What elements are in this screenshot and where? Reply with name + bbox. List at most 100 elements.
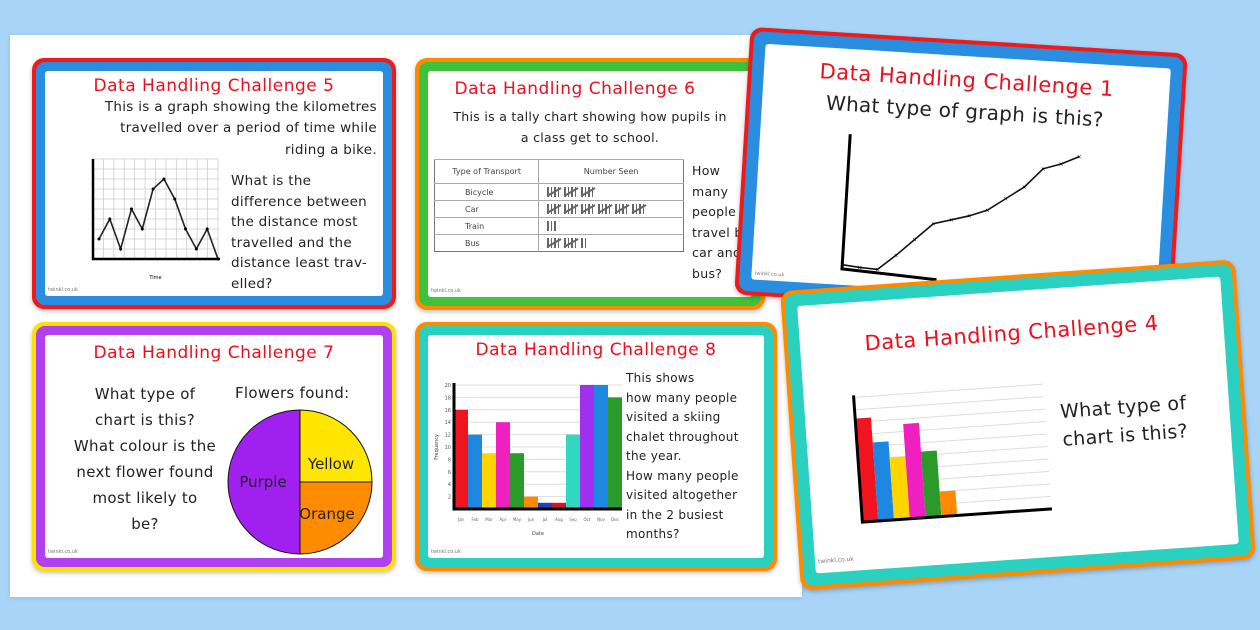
question-text: This shows how many people visited a ski… [626,369,739,545]
tally-group [580,204,596,214]
x-tick-label: Sep [569,517,577,522]
table-row: Bicycle [434,183,684,201]
text-line: How [692,163,721,178]
text-line: travelled and the [231,234,353,251]
bar [580,385,594,509]
bar [496,422,510,509]
card-title: Data Handling Challenge 5 [93,76,335,96]
text-line: next flower found [76,463,214,481]
y-tick-label: 12 [445,433,451,439]
question-text: How many people travel by car and bus? [692,161,750,284]
text-line: people [692,204,737,219]
text-line: What is the [231,173,312,189]
data-point-marker: × [967,213,972,220]
footer-text: twinkl.co.uk [431,549,461,555]
bar-chart: Month [852,383,1053,544]
tally-group [597,204,613,214]
axes [840,134,937,282]
tally-marks [538,234,684,252]
x-tick-label: May [513,517,522,522]
text-line: the year. [626,449,682,463]
pie-slice-purple [227,409,301,555]
bar [566,434,580,509]
grid-line [857,445,1048,461]
footer-text: twinkl.co.uk [817,555,855,566]
column-header: Type of Transport [434,159,539,184]
x-tick-label: Dec [611,517,619,522]
question-text: What is the difference between the dista… [231,171,367,294]
bar [920,450,942,518]
text-line: travelled over a period of time while [120,119,377,136]
challenge-card-5: Data Handling Challenge 5 This is a grap… [32,58,396,309]
bar [468,434,482,509]
tally-group [563,238,579,248]
data-point [119,247,123,251]
axes [452,383,622,511]
card-text: This is a graph showing the kilometres t… [105,97,377,161]
data-point-marker: × [912,236,917,243]
axes [91,159,220,261]
y-tick-label: 10 [445,445,451,451]
data-point-marker: × [1040,166,1045,173]
y-tick-label: 4 [448,482,451,488]
x-tick-label: Feb [471,517,479,522]
line-graph: × × × × × × × × × × × × × × [839,134,1082,282]
question-text: What type of chart is this? What colour … [45,381,245,537]
bar [524,496,538,509]
text-line: bus? [692,265,723,281]
y-tick-label: 2 [448,495,451,501]
grid-line [856,421,1046,436]
text-line: many [692,183,729,199]
text-line: riding a bike. [284,142,377,158]
text-line: This is a tally chart showing how pupils… [453,109,727,124]
challenge-card-7: Data Handling Challenge 7 What type of c… [32,322,396,571]
text-line: be? [131,515,159,533]
grid-line [854,396,1045,411]
data-point [216,257,220,261]
text-line: how many people [626,390,738,405]
tally-group [563,204,579,214]
x-tick-label: Apr [500,517,507,522]
card-title: Data Handling Challenge 8 [475,340,717,360]
text-line: car and [692,245,742,260]
transport-label: Train [434,217,539,235]
data-point-marker: × [985,207,990,214]
transport-label: Car [434,200,539,218]
footer-text: twinkl.co.uk [431,288,461,294]
challenge-card-1: Data Handling Challenge 1 What type of g… [734,26,1188,322]
text-line: travel by [692,224,751,240]
tally-group [546,187,562,197]
challenge-card-8: Data Handling Challenge 8 2 4 6 8 10 12 14 16 18… [415,322,777,571]
bar [482,453,496,509]
text-line: the distance most [231,214,358,230]
tally-group [563,187,579,197]
bar [903,422,926,519]
card-title: Data Handling Challenge 7 [93,343,335,363]
challenge-card-6: Data Handling Challenge 6 This is a tall… [415,58,765,310]
bar [872,441,894,521]
x-tick-label: Mar [485,517,493,522]
x-axis-label: Time [148,275,161,281]
text-line: visited altogether [626,488,738,502]
slice-label: Yellow [307,455,354,473]
text-line: This shows [626,371,695,385]
tally-group [546,238,562,248]
x-tick-label: Nov [597,517,605,522]
bar [939,490,958,517]
text-line: in the 2 busiest [626,507,724,522]
text-line: What type of [94,385,196,403]
data-point [129,207,133,211]
data-point-marker: × [1021,184,1026,191]
grid-line [855,408,1045,423]
y-tick-label: 20 [445,383,451,389]
x-tick-label: Jan [457,517,465,522]
grid-line [858,458,1049,473]
x-axis-label: Month [951,537,967,544]
tally-group [580,187,596,197]
data-point [151,187,155,191]
pie-slice-orange [299,481,373,555]
x-tick-label: Jun [527,517,535,522]
grid-line [857,433,1047,448]
data-point [194,247,198,251]
bar [608,397,622,509]
